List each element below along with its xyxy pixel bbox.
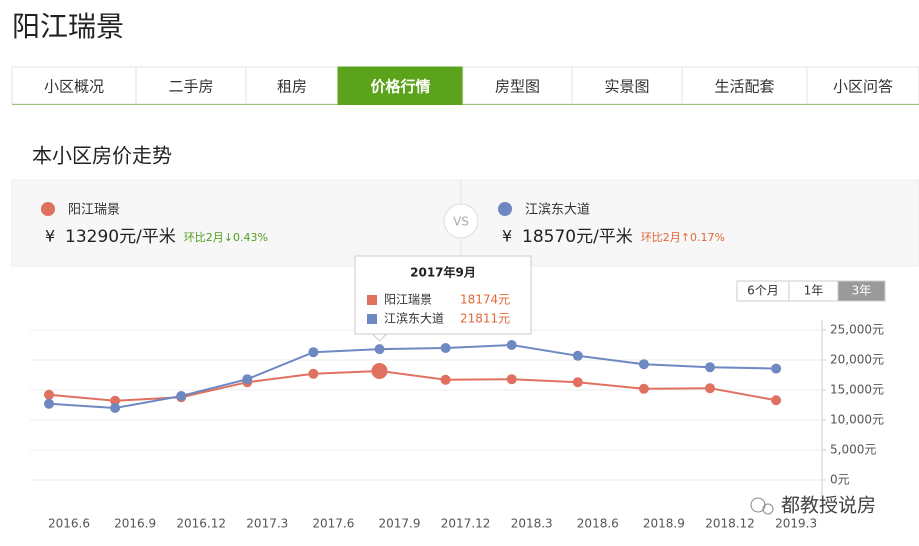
tab[interactable] [806,66,919,105]
y-tick-label: 5,000元 [830,443,876,457]
data-point [176,391,187,401]
data-point [440,374,451,385]
x-tick-label: 2018.12 [705,517,755,531]
tooltip-box [354,255,532,335]
x-tick-label: 2017.3 [246,517,288,531]
y-tick-label: 10,000元 [830,413,884,427]
series-dot [41,202,55,216]
y-tick-label: 25,000元 [830,323,884,337]
data-point [242,374,253,385]
tooltip-value: 18174元 [460,293,510,307]
x-tick-label: 2016.6 [48,517,90,531]
data-point [440,343,451,353]
y-tick-label: 15,000元 [830,383,884,397]
compare-price: 18570元/平米 [522,227,633,247]
compare-name: 江滨东大道 [525,202,590,218]
data-point [506,340,517,350]
compare-change: 环比2月↓0.43% [184,231,268,244]
tab-label: 小区概况 [44,78,104,96]
watermark-icon [762,503,774,515]
tab[interactable] [681,66,808,105]
y-tick-label: 20,000元 [830,353,884,367]
tab-label: 小区问答 [833,78,893,96]
tooltip-name: 阳江瑞景 [384,293,432,307]
data-point [44,389,54,400]
x-tick-label: 2017.9 [379,517,421,531]
tab[interactable] [462,66,573,105]
tab[interactable] [245,66,339,105]
x-tick-label: 2018.6 [577,517,619,531]
data-point [705,383,715,394]
data-point [371,362,388,379]
page-title: 阳江瑞景 [12,10,124,43]
data-point [572,377,583,388]
x-tick-label: 2017.6 [312,517,354,531]
tab-label: 实景图 [604,78,649,96]
range-button-label: 3年 [852,284,872,298]
tab[interactable] [135,66,247,105]
tooltip-name: 江滨东大道 [384,311,444,326]
tooltip-value: 21811元 [460,312,510,326]
series-line [48,369,777,402]
data-point [771,363,782,374]
data-point [572,350,583,361]
range-button-label: 1年 [804,284,824,298]
data-point [110,395,121,406]
data-point [638,359,649,370]
tooltip-swatch [367,314,377,324]
tooltip-pointer [371,333,388,342]
compare-currency: ¥ [45,227,55,246]
vs-text: VS [453,215,469,229]
data-point [638,383,649,394]
data-point [44,398,54,409]
data-point [705,362,715,373]
x-tick-label: 2016.12 [176,517,226,531]
compare-name: 阳江瑞景 [68,203,120,218]
tab-label: 生活配套 [714,78,774,96]
data-point [771,395,782,406]
vs-badge [443,203,479,239]
data-point [374,344,385,355]
series-line [48,343,777,410]
tab-label: 价格行情 [370,78,430,96]
x-tick-label: 2018.3 [511,517,553,531]
tab[interactable] [571,66,683,105]
compare-change: 环比2月↑0.17% [641,231,725,244]
compare-price: 13290元/平米 [65,227,176,247]
x-tick-label: 2017.12 [441,517,491,531]
tab-label: 房型图 [495,78,540,96]
watermark-text: 都教授说房 [781,495,876,517]
series-dot [498,202,512,216]
tab[interactable] [337,66,464,105]
range-button-label: 6个月 [747,284,779,298]
data-point [308,368,319,379]
y-tick-label: 0元 [830,473,850,487]
tooltip-title: 2017年9月 [410,265,476,280]
compare-currency: ¥ [502,227,512,246]
x-tick-label: 2018.9 [643,517,685,531]
tooltip-swatch [367,295,377,305]
watermark: 都教授说房 [750,495,876,517]
data-point [110,403,121,413]
range-button[interactable] [837,280,886,302]
data-point [308,347,319,358]
tab-label: 租房 [277,78,307,96]
data-point [506,374,517,385]
section-title: 本小区房价走势 [32,144,172,168]
x-tick-label: 2016.9 [114,517,156,531]
tab-label: 二手房 [168,78,213,96]
x-tick-label: 2019.3 [775,517,817,531]
